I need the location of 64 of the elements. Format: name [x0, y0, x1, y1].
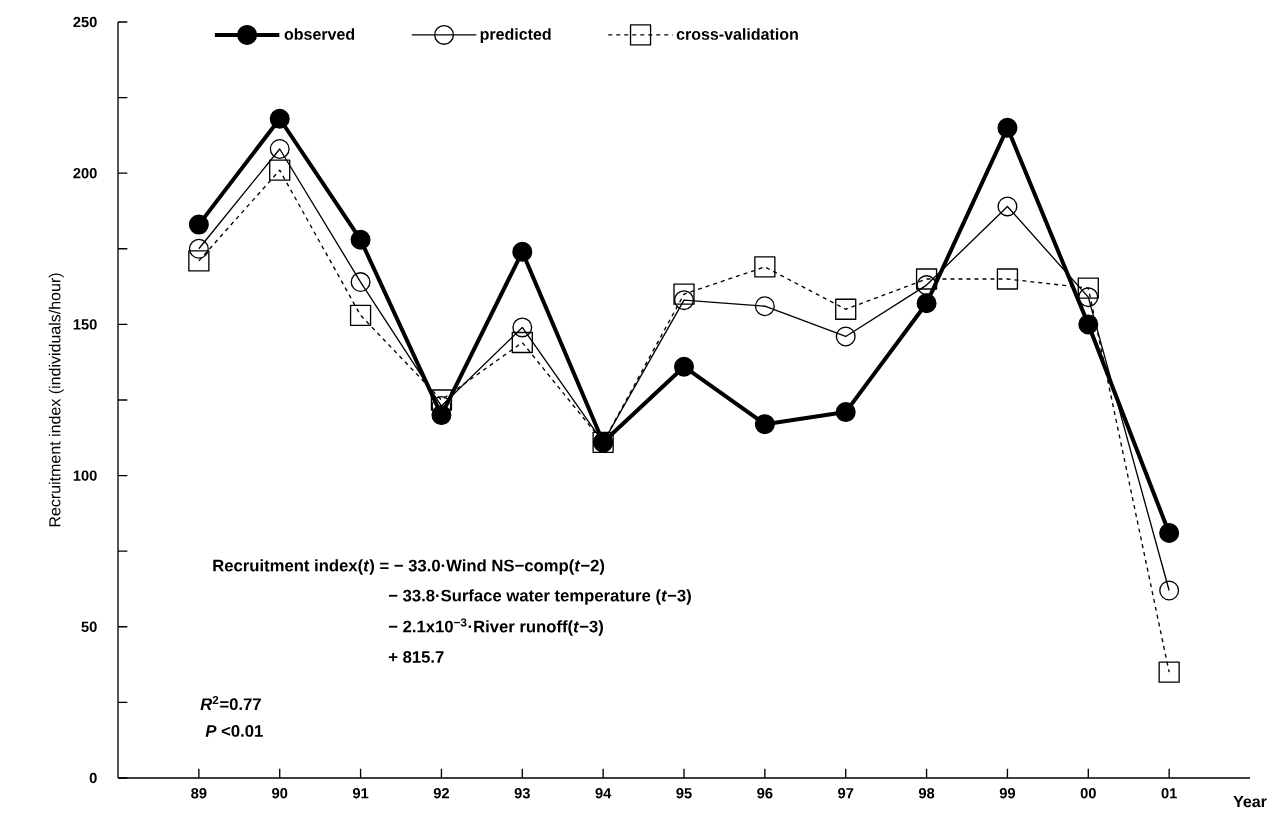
x-tick-label: 94 [595, 788, 612, 799]
point [835, 326, 856, 347]
point [430, 389, 453, 411]
x-tick-label: 96 [757, 788, 773, 799]
y-tick-label: 100 [73, 470, 97, 481]
annotation: + 815.7 [388, 651, 444, 663]
point [188, 214, 209, 235]
point [916, 293, 937, 314]
y-tick-label: 250 [73, 16, 97, 28]
point [997, 117, 1018, 138]
point [1159, 580, 1180, 601]
x-tick-label: 95 [676, 788, 692, 799]
x-tick-label: 98 [918, 788, 935, 799]
point [754, 256, 776, 278]
point [350, 272, 371, 293]
x-tick-label: 00 [1080, 788, 1096, 799]
point [916, 275, 937, 296]
point [997, 196, 1018, 217]
point [1077, 277, 1099, 299]
point [915, 268, 938, 290]
x-tick-label: 89 [191, 788, 207, 799]
x-tick-label: 92 [433, 788, 449, 799]
point [269, 138, 290, 159]
point [835, 298, 857, 320]
point [996, 268, 1019, 290]
legend-label: predicted [480, 28, 551, 44]
legend-label: observed [284, 28, 355, 40]
point [511, 331, 533, 354]
x-axis-title: Year [1233, 796, 1267, 808]
annotation: − 2.1x10$^{−3}$·River runoff(t−3) [388, 618, 603, 636]
annotation: P <0.01 [205, 725, 263, 737]
point [350, 229, 371, 250]
y-tick-label: 200 [73, 168, 97, 179]
annotation: Recruitment index(t) = − 33.0·Wind NS−comp(t−2) [213, 559, 605, 575]
point [674, 290, 695, 311]
point [1159, 523, 1180, 544]
point [754, 296, 775, 317]
point [1158, 661, 1180, 683]
y-tick-label: 50 [81, 621, 97, 632]
point [835, 402, 856, 423]
point [1078, 314, 1099, 335]
x-tick-label: 97 [838, 788, 854, 799]
point [269, 108, 290, 129]
point [188, 250, 210, 272]
x-tick-label: 93 [514, 788, 530, 799]
point [269, 159, 291, 181]
x-tick-label: 99 [999, 788, 1016, 799]
annotation: R$^{2}$=0.77 [200, 695, 261, 711]
y-tick-label: 0 [89, 772, 97, 784]
legend-label: cross-validation [676, 28, 798, 40]
x-tick-label: 90 [272, 788, 288, 799]
y-axis-title: Recruitment index (individuals/hour) [48, 273, 64, 527]
point [674, 356, 695, 377]
y-tick-label: 150 [73, 319, 97, 330]
point [188, 238, 209, 259]
x-tick-label: 91 [352, 788, 369, 799]
point [349, 304, 372, 326]
annotation: − 33.8·Surface water temperature (t−3) [388, 589, 691, 605]
point [512, 317, 533, 338]
x-tick-label: 01 [1161, 788, 1177, 799]
point [754, 414, 775, 435]
point [673, 283, 695, 305]
point [512, 241, 533, 262]
point [1078, 287, 1099, 308]
